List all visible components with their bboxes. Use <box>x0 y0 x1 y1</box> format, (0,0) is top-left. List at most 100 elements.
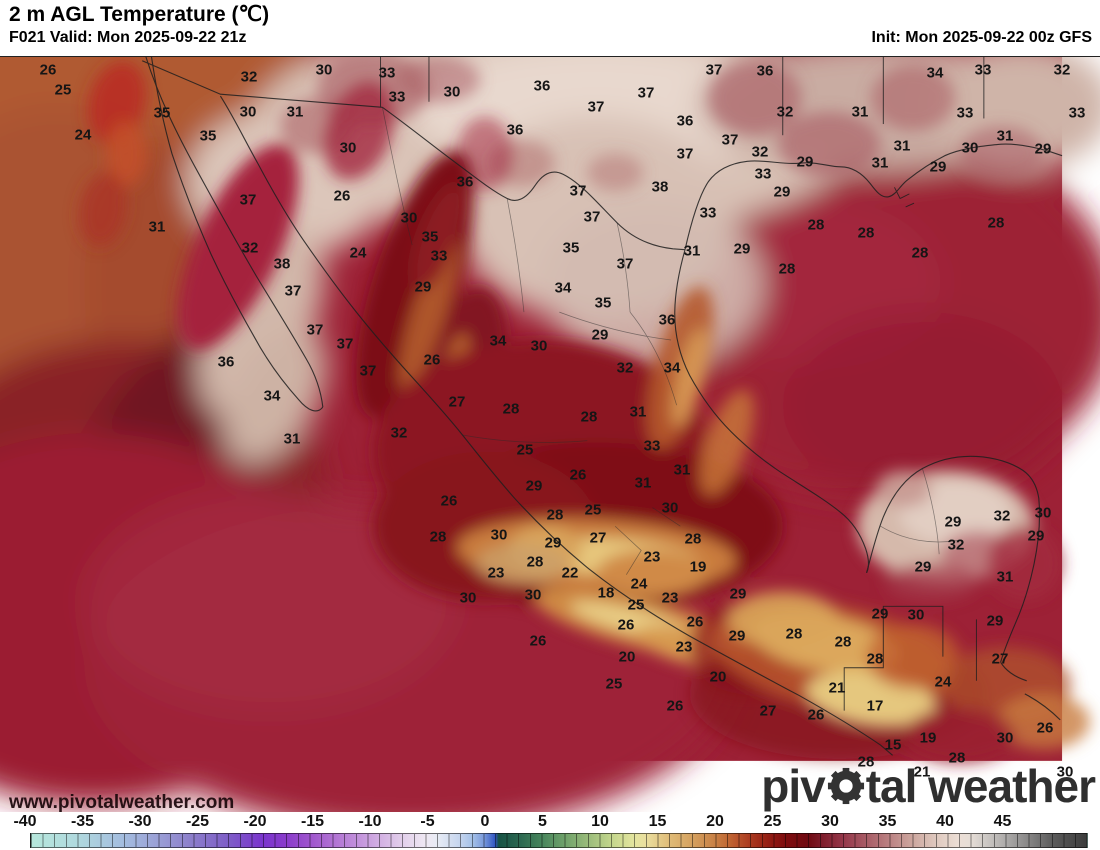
temp-label: 27 <box>759 702 777 720</box>
temp-label: 34 <box>663 359 681 377</box>
temp-label: 26 <box>333 187 351 205</box>
temp-label: 26 <box>686 613 704 631</box>
temp-label: 37 <box>306 321 324 339</box>
temp-label: 33 <box>1068 104 1086 122</box>
temp-label: 29 <box>414 278 432 296</box>
colorbar-tick: 45 <box>993 813 1012 830</box>
watermark-url: www.pivotalweather.com <box>9 792 235 813</box>
temp-label: 31 <box>283 430 301 448</box>
temp-label: 26 <box>1036 719 1054 737</box>
temp-label: 29 <box>914 558 932 576</box>
state-lines <box>382 107 960 575</box>
temp-label: 21 <box>913 763 931 781</box>
temp-label: 30 <box>961 139 979 157</box>
temp-label: 30 <box>239 103 257 121</box>
temp-label: 28 <box>866 650 884 668</box>
temp-label: 31 <box>996 127 1014 145</box>
colorbar-tick: -10 <box>358 813 382 830</box>
colorbar-tick: -15 <box>300 813 325 830</box>
colorbar-tick: 15 <box>648 813 667 830</box>
temp-label: 37 <box>721 131 739 149</box>
temp-label: 25 <box>605 675 623 693</box>
temp-label: 34 <box>554 279 572 297</box>
temp-label: 30 <box>1034 504 1052 522</box>
temp-label: 29 <box>773 183 791 201</box>
temp-label: 30 <box>400 209 418 227</box>
temp-label: 30 <box>339 139 357 157</box>
temp-label: 37 <box>587 98 605 116</box>
temp-label: 26 <box>807 706 825 724</box>
temp-label: 32 <box>993 507 1011 525</box>
temp-label: 32 <box>390 424 408 442</box>
temp-label: 30 <box>315 61 333 79</box>
temp-label: 28 <box>807 216 825 234</box>
temp-label: 30 <box>996 729 1014 747</box>
temp-label: 37 <box>284 282 302 300</box>
temp-label: 31 <box>683 242 701 260</box>
temp-label: 37 <box>569 182 587 200</box>
temp-label: 35 <box>562 239 580 257</box>
temp-label: 35 <box>421 228 439 246</box>
valid-time: F021 Valid: Mon 2025-09-22 21z <box>9 29 247 46</box>
temp-label: 26 <box>529 632 547 650</box>
temp-label: 36 <box>658 311 676 329</box>
temp-label: 31 <box>148 218 166 236</box>
temp-label: 19 <box>689 558 707 576</box>
temp-label: 31 <box>286 103 304 121</box>
temp-label: 30 <box>907 606 925 624</box>
temperature-colorbar: -40 -35 -30 -25 -20 -15 -10 -5 0 5 10 15 20 25 30 35 40 4… <box>0 812 1100 850</box>
init-time: Init: Mon 2025-09-22 00z GFS <box>871 29 1092 46</box>
temp-label: 29 <box>733 240 751 258</box>
colorbar-cell-lines <box>31 834 1087 847</box>
temp-label: 28 <box>580 408 598 426</box>
temp-label: 19 <box>919 729 937 747</box>
colorbar-tick: 5 <box>538 813 547 830</box>
colorbar-gradient <box>30 833 1088 848</box>
temp-label: 37 <box>705 61 723 79</box>
temp-label: 34 <box>263 387 281 405</box>
header-bar: 2 m AGL Temperature (℃) F021 Valid: Mon … <box>0 0 1100 56</box>
temp-label: 36 <box>217 353 235 371</box>
pivotalweather-logo: piv tal weather <box>761 760 1096 812</box>
temp-label: 30 <box>661 499 679 517</box>
temp-label: 25 <box>627 596 645 614</box>
temp-label: 18 <box>597 584 615 602</box>
temp-label: 37 <box>676 145 694 163</box>
temp-label: 29 <box>591 326 609 344</box>
temp-label: 35 <box>199 127 217 145</box>
temp-label: 23 <box>675 638 693 656</box>
temp-label: 33 <box>956 104 974 122</box>
temp-label: 28 <box>857 753 875 771</box>
temp-label: 36 <box>756 62 774 80</box>
temp-label: 34 <box>926 64 944 82</box>
temp-label: 33 <box>430 247 448 265</box>
colorbar-tick: -35 <box>70 813 95 830</box>
temp-label: 22 <box>561 564 579 582</box>
colorbar-tick: -40 <box>13 813 37 830</box>
colorbar-tick: -20 <box>243 813 267 830</box>
temp-label: 24 <box>349 244 367 262</box>
temp-label: 28 <box>502 400 520 418</box>
temp-label: 26 <box>666 697 684 715</box>
temp-label: 31 <box>629 403 647 421</box>
temp-label: 26 <box>440 492 458 510</box>
temp-label: 30 <box>530 337 548 355</box>
temp-label: 27 <box>589 529 607 547</box>
logo-text-left: piv <box>761 760 825 812</box>
temp-label: 33 <box>378 64 396 82</box>
temp-label: 28 <box>684 530 702 548</box>
temp-label: 38 <box>273 255 291 273</box>
temp-label: 28 <box>785 625 803 643</box>
temp-label: 29 <box>544 534 562 552</box>
temp-label: 25 <box>584 501 602 519</box>
colorbar-tick: -25 <box>185 813 210 830</box>
temp-label: 32 <box>241 239 259 257</box>
temp-label: 32 <box>1053 61 1071 79</box>
temp-label: 28 <box>429 528 447 546</box>
temp-label: 23 <box>487 564 505 582</box>
temp-label: 36 <box>506 121 524 139</box>
temp-label: 29 <box>929 158 947 176</box>
temp-label: 32 <box>751 143 769 161</box>
colorbar-tick: 10 <box>591 813 609 830</box>
temp-label: 33 <box>974 61 992 79</box>
